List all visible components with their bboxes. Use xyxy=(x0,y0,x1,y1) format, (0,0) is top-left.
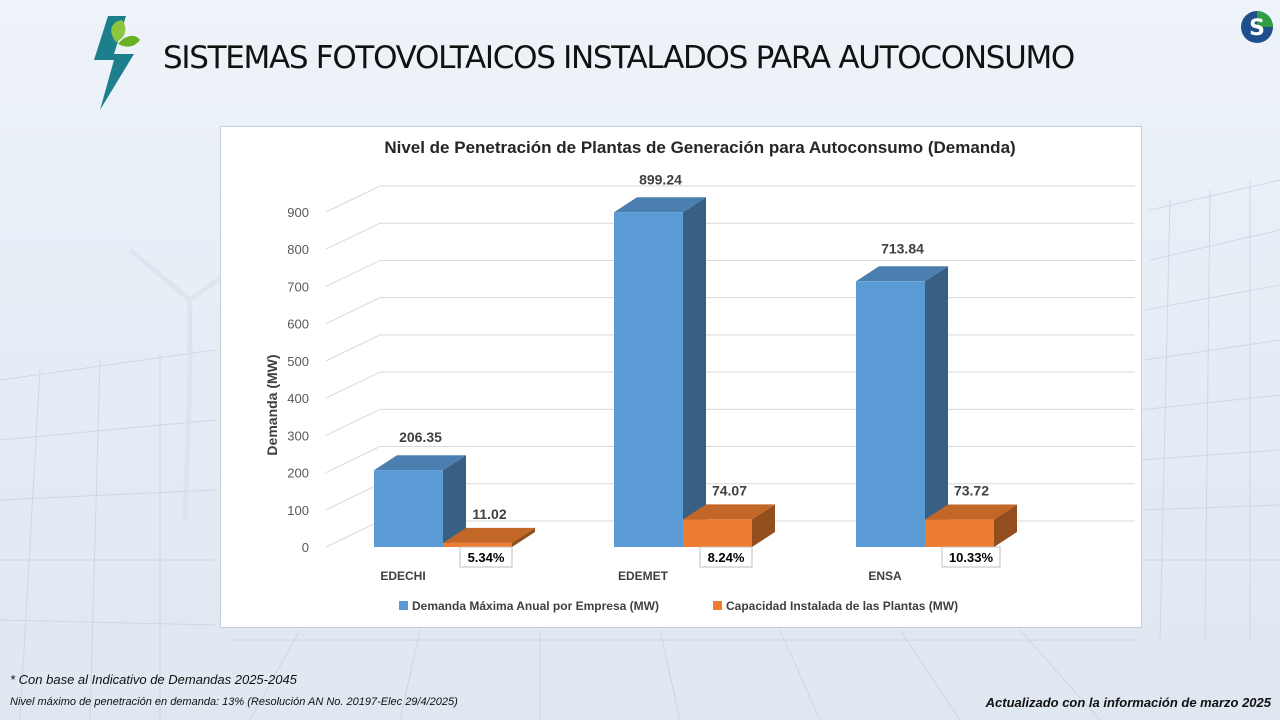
penetration-box xyxy=(459,546,513,568)
penetration-label: 5.34% xyxy=(468,550,505,565)
gridline xyxy=(325,185,1135,213)
y-tick-label: 700 xyxy=(287,279,309,294)
x-tick-label: ENSA xyxy=(868,569,902,583)
y-tick-label: 600 xyxy=(287,317,309,332)
gridline xyxy=(325,334,1135,362)
leaf-lightning-logo xyxy=(86,14,142,117)
bar-top-capacity xyxy=(925,504,1017,520)
y-tick-label: 800 xyxy=(287,242,309,257)
bar-top-capacity xyxy=(443,527,535,543)
data-label-capacity: 73.72 xyxy=(954,483,989,499)
legend-label: Demanda Máxima Anual por Empresa (MW) xyxy=(412,599,659,613)
s-logo: S xyxy=(1240,7,1274,52)
bar-capacity xyxy=(925,519,994,547)
gridline xyxy=(325,259,1135,287)
data-label-capacity: 74.07 xyxy=(712,482,747,498)
y-tick-label: 0 xyxy=(302,540,309,555)
y-tick-label: 200 xyxy=(287,466,309,481)
bar-chart: Nivel de Penetración de Plantas de Gener… xyxy=(264,138,1135,613)
penetration-label: 8.24% xyxy=(708,550,745,565)
legend-swatch xyxy=(399,601,408,610)
svg-text:S: S xyxy=(1249,16,1265,41)
y-tick-label: 400 xyxy=(287,391,309,406)
penetration-box xyxy=(699,546,753,568)
gridline xyxy=(325,371,1135,399)
legend-label: Capacidad Instalada de las Plantas (MW) xyxy=(726,599,958,613)
y-tick-label: 900 xyxy=(287,205,309,220)
data-label-demand: 206.35 xyxy=(399,429,442,445)
footnote-penetration-limit: Nivel máximo de penetración en demanda: … xyxy=(10,696,458,708)
bar-side-demand xyxy=(925,266,948,547)
chart-title: Nivel de Penetración de Plantas de Gener… xyxy=(384,138,1015,157)
legend-swatch xyxy=(713,601,722,610)
bar-top-demand xyxy=(856,266,948,282)
bar-side-demand xyxy=(683,197,706,547)
bar-demand xyxy=(856,281,925,547)
updated-note: Actualizado con la información de marzo … xyxy=(985,695,1271,710)
slide-title: SISTEMAS FOTOVOLTAICOS INSTALADOS PARA A… xyxy=(163,40,1075,76)
gridline xyxy=(325,408,1135,436)
penetration-box xyxy=(941,546,1001,568)
data-label-capacity: 11.02 xyxy=(472,506,506,522)
gridline xyxy=(325,222,1135,250)
bar-side-demand xyxy=(443,455,466,547)
bar-capacity xyxy=(443,542,512,547)
penetration-label: 10.33% xyxy=(949,550,994,565)
footnote-source: * Con base al Indicativo de Demandas 202… xyxy=(10,672,297,687)
bar-side-capacity xyxy=(512,527,535,547)
bar-top-demand xyxy=(614,197,706,213)
y-axis-label: Demanda (MW) xyxy=(264,354,280,455)
y-tick-label: 300 xyxy=(287,428,309,443)
data-label-demand: 899.24 xyxy=(639,171,682,187)
bar-side-capacity xyxy=(994,504,1017,547)
data-label-demand: 713.84 xyxy=(881,240,924,256)
bar-top-demand xyxy=(374,455,466,471)
bar-capacity xyxy=(683,519,752,547)
bar-top-capacity xyxy=(683,504,775,520)
x-tick-label: EDEMET xyxy=(618,569,669,583)
bar-demand xyxy=(374,470,443,547)
bar-demand xyxy=(614,212,683,547)
chart-panel: Nivel de Penetración de Plantas de Gener… xyxy=(220,126,1142,628)
gridline xyxy=(325,297,1135,325)
x-tick-label: EDECHI xyxy=(380,569,425,583)
y-tick-label: 500 xyxy=(287,354,309,369)
bar-side-capacity xyxy=(752,504,775,547)
y-tick-label: 100 xyxy=(287,503,309,518)
